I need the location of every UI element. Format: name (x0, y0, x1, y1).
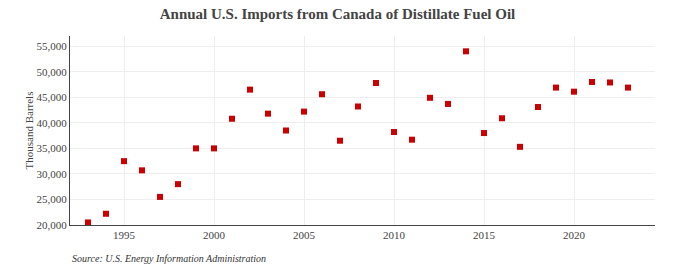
svg-text:55,000: 55,000 (37, 40, 68, 52)
svg-text:2000: 2000 (203, 229, 226, 241)
svg-text:Source: U.S. Energy Informatio: Source: U.S. Energy Information Administ… (72, 253, 266, 264)
svg-text:25,000: 25,000 (37, 193, 68, 205)
svg-text:45,000: 45,000 (37, 91, 68, 103)
svg-text:40,000: 40,000 (37, 117, 68, 129)
svg-text:Annual U.S. Imports from Canad: Annual U.S. Imports from Canada of Disti… (160, 6, 516, 22)
svg-text:2010: 2010 (383, 229, 406, 241)
svg-text:2015: 2015 (473, 229, 496, 241)
svg-text:2005: 2005 (293, 229, 316, 241)
svg-text:2020: 2020 (563, 229, 586, 241)
svg-text:35,000: 35,000 (37, 142, 68, 154)
svg-text:20,000: 20,000 (37, 219, 68, 231)
svg-text:Thousand Barrels: Thousand Barrels (23, 92, 35, 170)
svg-text:30,000: 30,000 (37, 168, 68, 180)
svg-text:1995: 1995 (113, 229, 136, 241)
svg-text:50,000: 50,000 (37, 66, 68, 78)
